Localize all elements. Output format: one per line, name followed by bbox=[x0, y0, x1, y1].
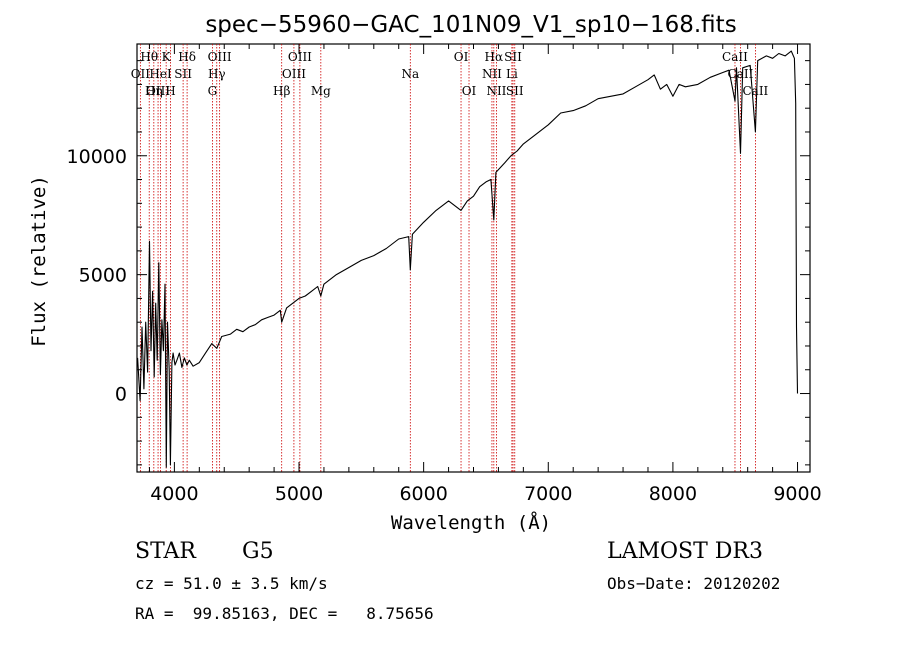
line-label-18: OI bbox=[462, 84, 477, 98]
line-label-4: HeI bbox=[149, 67, 172, 81]
line-label-8: Hδ bbox=[178, 50, 196, 64]
object-class: STAR bbox=[135, 539, 196, 564]
line-label-6: SII bbox=[174, 67, 192, 81]
axis-tick-labels: 4000 5000 6000 7000 8000 9000 0 5000 10000 bbox=[67, 146, 822, 505]
chart-title: spec−55960−GAC_101N09_V1_sp10−168.fits bbox=[205, 12, 736, 38]
line-label-19: Hα bbox=[485, 50, 504, 64]
emission-line-markers bbox=[139, 44, 756, 472]
plot-frame bbox=[136, 43, 811, 473]
line-label-21: NII bbox=[486, 84, 506, 98]
line-label-9: OIII bbox=[208, 50, 232, 64]
line-label-16: Na bbox=[401, 67, 419, 81]
line-label-22: SII bbox=[504, 50, 522, 64]
object-subclass: G5 bbox=[242, 539, 274, 564]
line-label-12: Hβ bbox=[273, 84, 290, 98]
obs-date-text: Obs−Date: 20120202 bbox=[607, 574, 781, 593]
line-label-14: OIII bbox=[282, 67, 306, 81]
x-tick-label-4: 8000 bbox=[649, 483, 697, 505]
line-label-24: SII bbox=[506, 84, 524, 98]
line-label-10: Hγ bbox=[208, 67, 226, 81]
axis-ticks bbox=[137, 44, 810, 472]
survey-name: LAMOST DR3 bbox=[607, 539, 763, 564]
line-label-3: K bbox=[162, 50, 172, 64]
y-tick-label-2: 10000 bbox=[67, 146, 127, 168]
y-tick-label-1: 5000 bbox=[79, 265, 127, 287]
line-label-0: Hθ bbox=[140, 50, 158, 64]
line-label-20: NII bbox=[482, 67, 502, 81]
x-tick-label-2: 6000 bbox=[399, 483, 447, 505]
line-label-13: OIII bbox=[288, 50, 312, 64]
line-label-17: OI bbox=[454, 50, 469, 64]
line-label-23: Li bbox=[506, 67, 518, 81]
line-label-15: Mg bbox=[311, 84, 331, 98]
x-tick-label-3: 7000 bbox=[524, 483, 572, 505]
line-label-1: OII bbox=[131, 67, 151, 81]
line-label-7: H bbox=[165, 84, 175, 98]
line-label-27: CaII bbox=[742, 84, 768, 98]
line-label-11: G bbox=[208, 84, 218, 98]
line-label-5: Hη bbox=[145, 84, 163, 98]
y-tick-label-0: 0 bbox=[115, 384, 127, 406]
x-tick-label-1: 5000 bbox=[275, 483, 323, 505]
x-axis-label: Wavelength (Å) bbox=[391, 511, 551, 534]
x-tick-label-5: 9000 bbox=[773, 483, 821, 505]
coordinates-text: RA = 99.85163, DEC = 8.75656 bbox=[135, 604, 434, 623]
spectrum-line bbox=[137, 50, 799, 468]
y-axis-label: Flux (relative) bbox=[28, 175, 50, 347]
line-label-2: OIII bbox=[146, 84, 170, 98]
x-tick-label-0: 4000 bbox=[150, 483, 198, 505]
line-label-26: CaII bbox=[728, 67, 754, 81]
redshift-text: cz = 51.0 ± 3.5 km/s bbox=[135, 574, 328, 593]
emission-line-labels: Hθ OII OIII K HeI Hη SII H Hδ OIII Hγ G Hβ OIII OIII Mg… bbox=[131, 50, 769, 98]
line-label-25: CaII bbox=[722, 50, 748, 64]
